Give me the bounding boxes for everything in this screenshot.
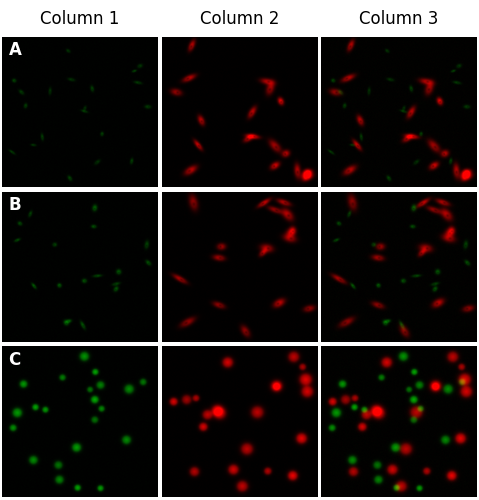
- Text: A: A: [9, 41, 22, 59]
- Text: Column 2: Column 2: [200, 10, 279, 29]
- Text: C: C: [9, 351, 21, 369]
- Text: Column 3: Column 3: [359, 10, 439, 29]
- Text: B: B: [9, 196, 21, 214]
- Text: Column 1: Column 1: [40, 10, 120, 29]
